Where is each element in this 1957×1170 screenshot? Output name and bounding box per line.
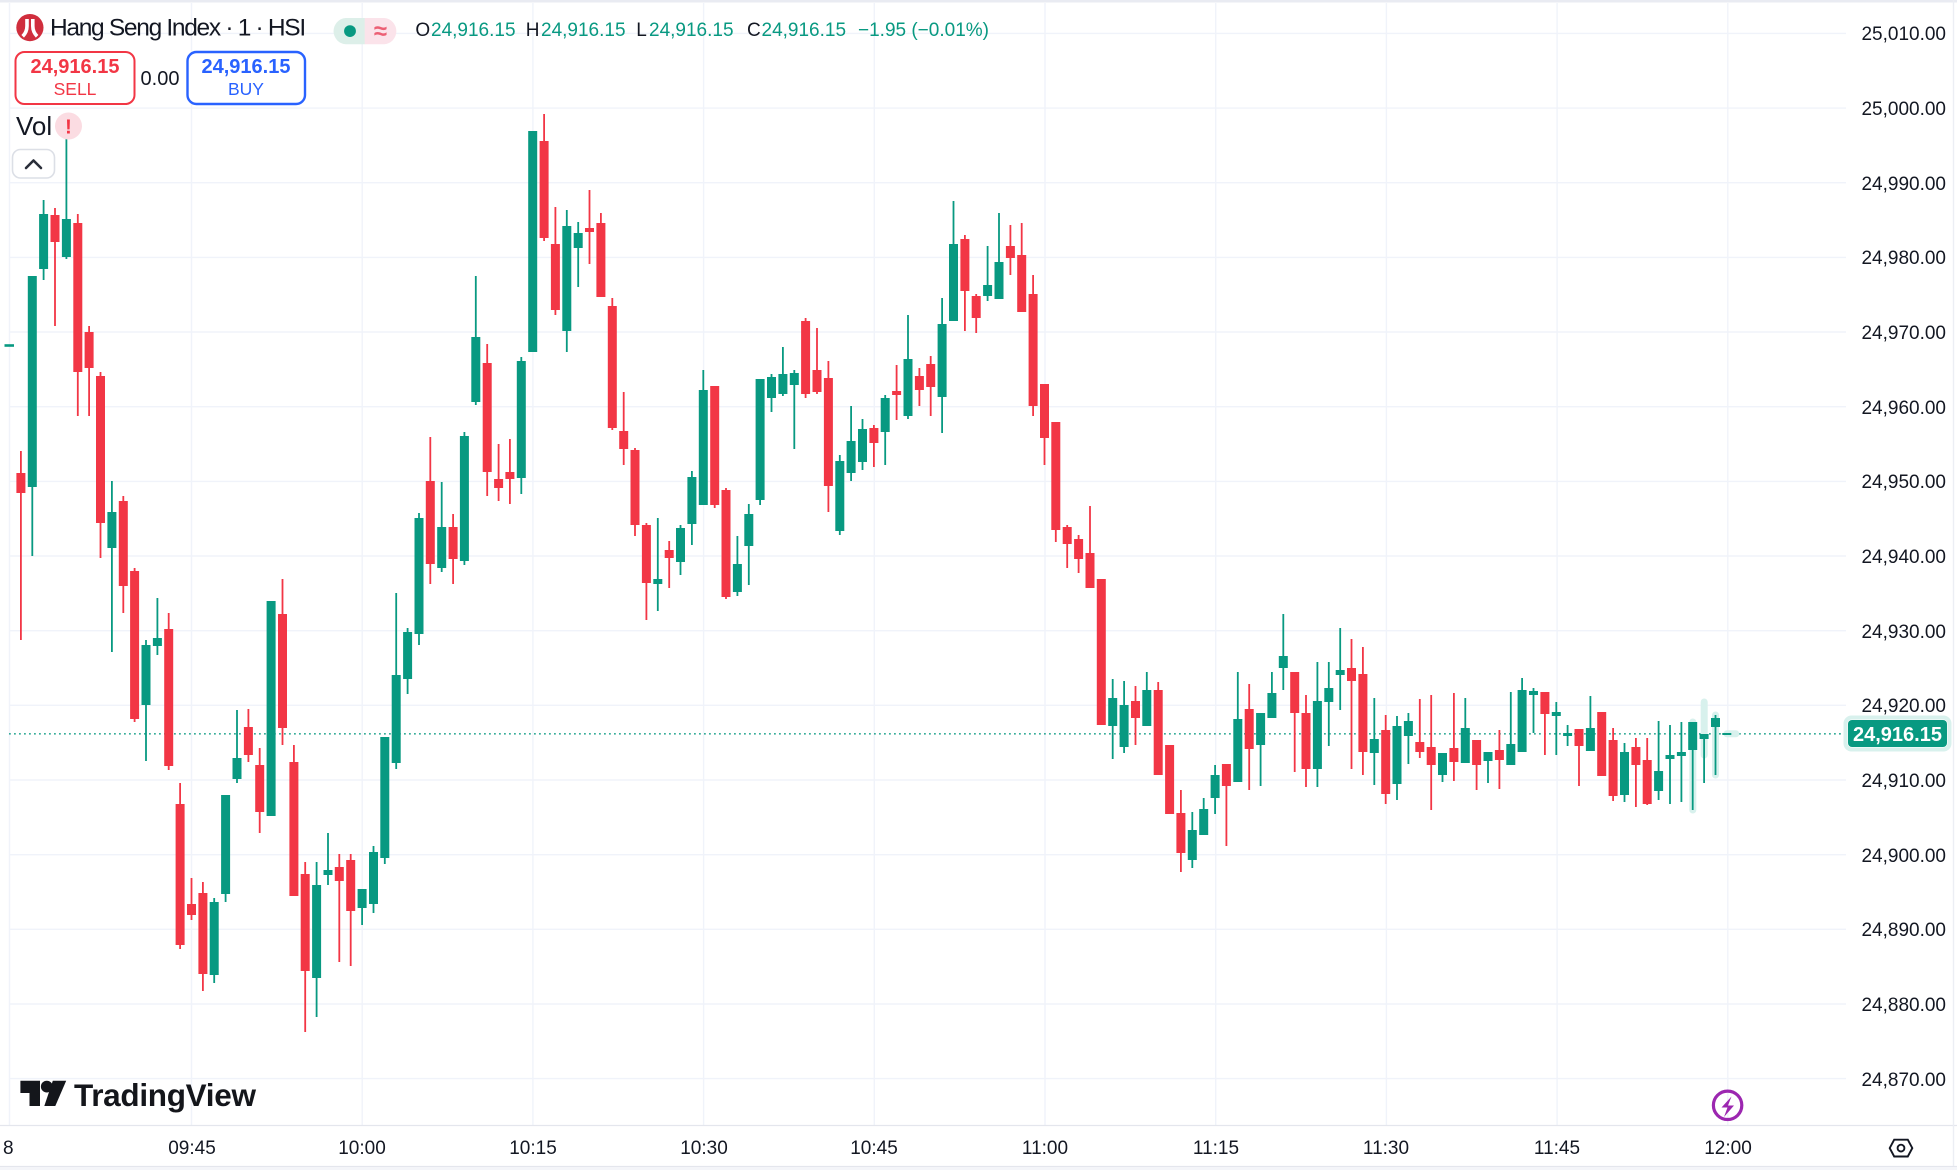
svg-text:24,916.15: 24,916.15 [31,56,120,78]
svg-text:24,990.00: 24,990.00 [1861,174,1946,195]
svg-text:24,916.15: 24,916.15 [431,20,516,41]
svg-text:Vol: Vol [16,111,52,141]
svg-text:TradingView: TradingView [74,1077,256,1113]
svg-text:24,950.00: 24,950.00 [1861,472,1946,493]
svg-text:24,920.00: 24,920.00 [1861,696,1946,717]
svg-text:09:45: 09:45 [168,1138,216,1159]
svg-text:24,900.00: 24,900.00 [1861,846,1946,867]
svg-text:−1.95 (−0.01%): −1.95 (−0.01%) [858,20,989,41]
svg-text:24,930.00: 24,930.00 [1861,622,1946,643]
svg-text:10:00: 10:00 [338,1138,386,1159]
svg-text:SELL: SELL [54,79,97,99]
svg-text:24,916.15: 24,916.15 [762,20,847,41]
svg-text:10:30: 10:30 [680,1138,728,1159]
svg-text:24,980.00: 24,980.00 [1861,248,1946,269]
svg-text:11:00: 11:00 [1022,1138,1068,1159]
svg-text:24,960.00: 24,960.00 [1861,398,1946,419]
svg-text:25,010.00: 25,010.00 [1861,24,1946,45]
svg-text:Hang Seng Index · 1 · HSI: Hang Seng Index · 1 · HSI [50,15,305,42]
svg-text:10:45: 10:45 [850,1138,898,1159]
svg-text:24,916.15: 24,916.15 [649,20,734,41]
svg-text:!: ! [65,117,72,139]
svg-text:24,916.15: 24,916.15 [202,56,291,78]
svg-text:C: C [747,20,761,41]
svg-text:24,916.15: 24,916.15 [541,20,626,41]
svg-text:24,890.00: 24,890.00 [1861,920,1946,941]
svg-text:24,910.00: 24,910.00 [1861,771,1946,792]
svg-text:24,880.00: 24,880.00 [1861,995,1946,1016]
svg-text:24,970.00: 24,970.00 [1861,323,1946,344]
svg-text:24,940.00: 24,940.00 [1861,547,1946,568]
svg-text:10:15: 10:15 [509,1138,557,1159]
svg-text:11:15: 11:15 [1193,1138,1239,1159]
svg-text:12:00: 12:00 [1704,1138,1752,1159]
svg-text:25,000.00: 25,000.00 [1861,99,1946,120]
svg-text:24,916.15: 24,916.15 [1853,724,1942,746]
svg-text:L: L [636,20,647,41]
svg-text:8: 8 [3,1138,14,1159]
svg-text:≈: ≈ [374,18,387,45]
svg-text:11:30: 11:30 [1363,1138,1409,1159]
svg-text:0.00: 0.00 [141,68,180,90]
svg-text:O: O [415,20,430,41]
svg-text:BUY: BUY [228,79,264,99]
svg-text:H: H [526,20,540,41]
svg-text:24,870.00: 24,870.00 [1861,1070,1946,1091]
svg-text:11:45: 11:45 [1534,1138,1580,1159]
